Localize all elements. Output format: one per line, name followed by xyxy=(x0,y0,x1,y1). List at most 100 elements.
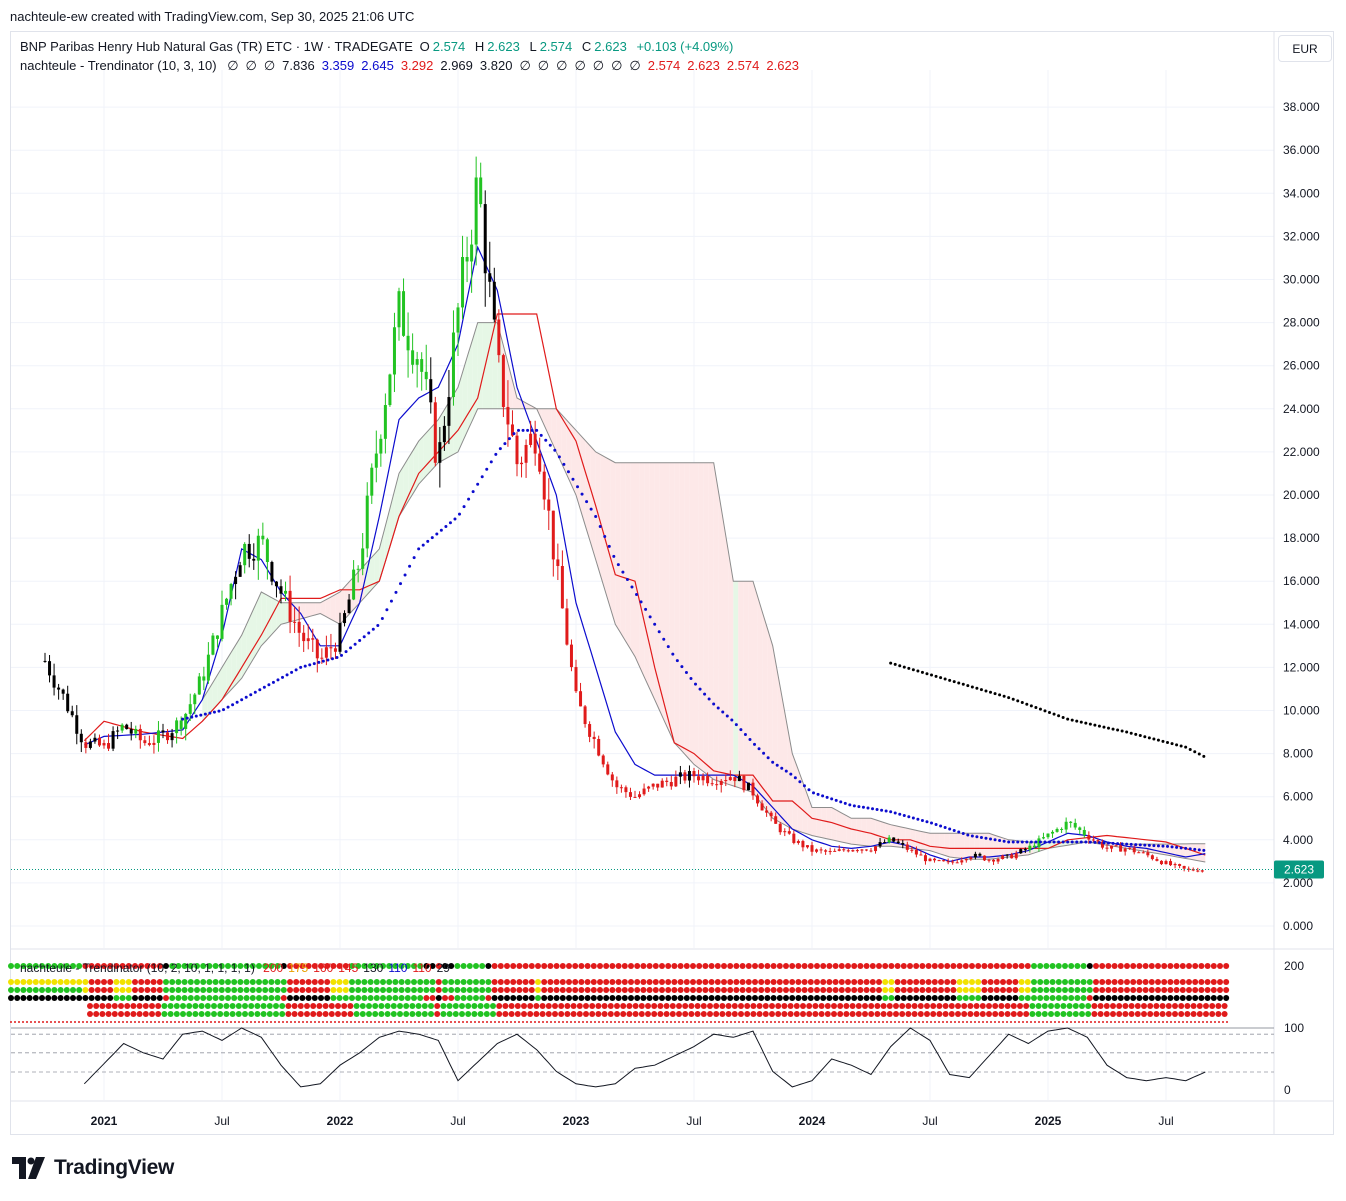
status-dot xyxy=(1010,1003,1017,1009)
status-dot xyxy=(132,987,138,993)
status-dot xyxy=(931,987,938,993)
status-dot xyxy=(1079,1011,1085,1017)
signal-dot xyxy=(1142,1021,1144,1023)
candle-body xyxy=(737,775,741,782)
status-dot xyxy=(795,987,802,993)
status-dot xyxy=(156,979,163,985)
price-label-text: 2.623 xyxy=(1284,862,1314,876)
signal-dot xyxy=(94,1021,96,1023)
signal-dot xyxy=(1074,1021,1076,1023)
status-dot xyxy=(349,987,355,993)
status-dot xyxy=(547,995,554,1001)
status-dot xyxy=(632,1011,639,1017)
signal-dot xyxy=(234,1021,236,1023)
indicator-legend[interactable]: nachteule - Trendinator (10, 3, 10) ∅ ∅ ∅ 7… xyxy=(20,58,802,74)
cloud-segment xyxy=(571,424,576,495)
status-dot xyxy=(212,963,219,969)
candle-body xyxy=(756,795,760,804)
signal-dot xyxy=(258,1021,260,1023)
status-dot xyxy=(533,1003,540,1009)
status-dot xyxy=(584,987,591,993)
status-dot xyxy=(1172,1003,1178,1009)
status-dot xyxy=(708,963,715,969)
status-dot xyxy=(1037,995,1044,1001)
status-dot xyxy=(975,963,982,969)
signal-dot xyxy=(1178,1021,1180,1023)
status-dot xyxy=(435,963,442,969)
cloud-segment xyxy=(453,387,458,455)
symbol-legend[interactable]: BNP Paribas Henry Hub Natural Gas (TR) E… xyxy=(20,39,736,54)
status-dot xyxy=(1066,1003,1073,1009)
cloud-segment xyxy=(669,462,675,743)
oscillator-legend[interactable]: nachteule - Trendinator (10, 2, 10, 1, 1… xyxy=(20,961,455,975)
signal-dot xyxy=(430,1021,432,1023)
signal-dot xyxy=(50,1021,52,1023)
status-dot xyxy=(1198,995,1205,1001)
status-dot xyxy=(745,963,752,969)
signal-dot xyxy=(710,1021,712,1023)
cloud-segment xyxy=(816,807,822,838)
dotted-trend-point xyxy=(1184,846,1188,850)
status-dot xyxy=(1130,995,1137,1001)
status-dot xyxy=(597,995,603,1001)
status-dot xyxy=(646,979,653,985)
cloud-segment xyxy=(964,833,970,860)
status-dot xyxy=(1110,1003,1116,1009)
status-dot xyxy=(702,995,709,1001)
status-dot xyxy=(415,1003,422,1009)
status-dot xyxy=(731,1003,738,1009)
dotted-trend-point xyxy=(1011,840,1015,844)
candle-body xyxy=(792,833,796,843)
currency-button[interactable]: EUR xyxy=(1278,35,1332,62)
dotted-trend-point xyxy=(930,821,934,825)
status-dot xyxy=(138,963,145,969)
signal-dot xyxy=(142,1021,144,1023)
candle-body xyxy=(1187,868,1191,870)
status-dot xyxy=(1165,1011,1172,1017)
signal-dot xyxy=(610,1021,612,1023)
candle-body xyxy=(778,823,782,833)
status-dot xyxy=(942,1011,949,1017)
status-dot xyxy=(471,1003,478,1009)
status-dot xyxy=(316,1003,323,1009)
status-dot xyxy=(849,1011,856,1017)
signal-dot xyxy=(1162,1021,1164,1023)
status-dot xyxy=(789,979,796,985)
status-dot xyxy=(256,979,262,985)
candle-body xyxy=(510,424,514,436)
status-dot xyxy=(99,1011,106,1017)
signal-dot xyxy=(746,1021,748,1023)
status-dot xyxy=(708,995,715,1001)
dotted-trend-point xyxy=(285,673,289,677)
status-dot xyxy=(863,979,870,985)
status-dot xyxy=(638,1011,645,1017)
status-dot xyxy=(318,979,324,985)
status-dot xyxy=(1072,1011,1079,1017)
status-dot xyxy=(169,979,176,985)
time-tick-label: Jul xyxy=(922,1114,937,1128)
status-dot xyxy=(838,963,845,969)
status-dot xyxy=(770,987,777,993)
status-dot xyxy=(93,1011,100,1017)
dotted-trend-point xyxy=(675,659,679,663)
signal-dot xyxy=(478,1021,480,1023)
status-dot xyxy=(962,987,969,993)
status-dot xyxy=(944,979,951,985)
status-dot xyxy=(107,963,114,969)
status-dot xyxy=(762,1003,769,1009)
status-dot xyxy=(876,963,882,969)
candle-body xyxy=(402,291,406,336)
signal-dot xyxy=(826,1021,828,1023)
dotted-trend-point xyxy=(576,485,580,489)
status-dot xyxy=(700,1003,707,1009)
status-dot xyxy=(330,963,337,969)
signal-dot xyxy=(178,1021,180,1023)
tradingview-logo[interactable]: TradingView xyxy=(12,1156,174,1180)
status-dot xyxy=(373,963,380,969)
cloud-segment xyxy=(551,408,557,452)
status-dot xyxy=(45,987,52,993)
status-dot xyxy=(367,995,374,1001)
dotted-trend-point xyxy=(199,713,203,717)
time-axis: 2021 Jul 2022 Jul 2023 Jul 2024 Jul 2025 Jul xyxy=(91,1114,1174,1128)
